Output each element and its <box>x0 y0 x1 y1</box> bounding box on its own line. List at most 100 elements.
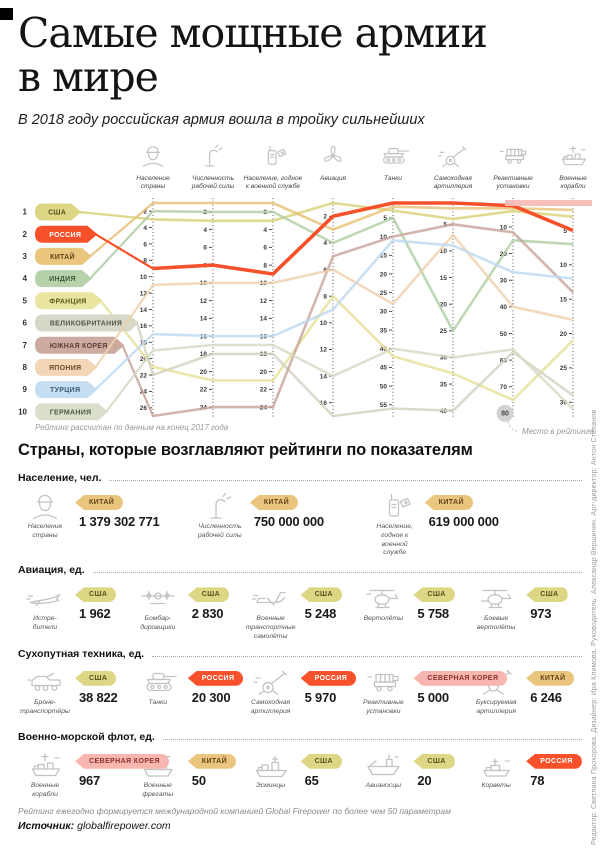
axis-tick-label: 2 <box>323 214 327 221</box>
corvette-icon <box>483 758 510 777</box>
section-heading: Авиация, ед. <box>18 564 582 576</box>
item-label: Эсминцы <box>256 781 286 789</box>
leader-item: Военные фрегаты КИТАЙ 50 <box>131 750 244 800</box>
country-line <box>152 223 574 418</box>
country-pill: СЕВЕРНАЯ КОРЕЯ <box>75 753 169 769</box>
axis-tick-label: 25 <box>440 328 448 335</box>
axis-tick-label: 6 <box>203 245 207 252</box>
country-rank-number: 7 <box>23 341 28 350</box>
section-heading: Сухопутная техника, ед. <box>18 648 582 660</box>
mlrs-icon <box>499 148 527 164</box>
country-pill: РОССИЯ <box>526 753 582 769</box>
axis-tick-label: 15 <box>440 275 448 282</box>
callout-tick-value: 80 <box>501 411 509 418</box>
item-icon-wrap: Корветы <box>469 750 523 791</box>
country-line <box>152 350 574 418</box>
country-pill-label: КИТАЙ <box>50 252 75 261</box>
axis-tick-label: 14 <box>140 307 148 314</box>
section-items: Население страны КИТАЙ 1 379 302 771 Числен… <box>18 491 582 558</box>
axis-tick-label: 22 <box>200 387 208 394</box>
country-pill: США <box>75 670 117 686</box>
leader-value: 20 300 <box>191 689 231 705</box>
item-label: Реактивные установки <box>363 698 404 715</box>
item-icon-wrap: Военные транспортные самолёты <box>244 583 298 641</box>
axis-tick-label: 6 <box>263 245 267 252</box>
column-header-6: Самоходная артиллерия <box>434 146 473 190</box>
leaders-section-2: Авиация, ед. Истре- бители США 1 962 Бомбар-… <box>18 564 582 641</box>
column-header-label: Военные корабли <box>559 175 587 190</box>
country-pill-label: ЮЖНАЯ КОРЕЯ <box>50 343 108 350</box>
country-pill: КИТАЙ <box>249 495 299 510</box>
country-pill: СЕВЕРНАЯ КОРЕЯ <box>413 670 508 686</box>
axis-tick-label: 40 <box>380 346 388 353</box>
axis-tick-label: 6 <box>143 241 147 248</box>
item-label: Военные фрегаты <box>142 781 174 798</box>
axis-tick-label: 45 <box>380 365 388 372</box>
item-label: Танки <box>148 698 168 706</box>
country-rank-number: 3 <box>23 252 28 261</box>
leader-value: 50 <box>191 772 206 788</box>
item-label: Население страны <box>27 523 63 539</box>
item-icon-wrap: Самоходная артиллерия <box>244 667 298 717</box>
item-label: Буксируемая артиллерия <box>475 698 517 715</box>
item-label: Вертолёты <box>363 615 404 623</box>
person-icon <box>32 494 58 520</box>
item-label: Самоходная артиллерия <box>250 698 291 715</box>
country-pill-7 <box>35 336 125 354</box>
country-rank-number: 8 <box>23 363 28 372</box>
country-series-1: США 1 <box>23 201 574 223</box>
dotted-leader <box>162 732 582 740</box>
leader-value: 973 <box>530 606 552 622</box>
axis-tick-label: 5 <box>383 215 387 222</box>
axis-tick-label: 8 <box>323 293 327 300</box>
leader-item: Население, годное к военной службе КИТАЙ 6… <box>368 491 582 558</box>
column-header-4: Авиация <box>319 145 347 182</box>
leader-item: Буксируемая артиллерия КИТАЙ 6 246 <box>469 667 582 717</box>
country-series-9: ТУРЦИЯ 9 <box>23 239 574 399</box>
person-icon <box>142 146 164 167</box>
leader-value: 5 758 <box>417 606 449 622</box>
axis-tick-label: 40 <box>500 304 508 311</box>
country-pill-label: ИНДИЯ <box>49 276 76 283</box>
country-pill: США <box>300 753 342 769</box>
country-pill-5 <box>35 292 103 310</box>
corner-mark <box>0 8 13 20</box>
radio-icon <box>388 493 411 517</box>
axis-tick-label: 22 <box>260 387 268 394</box>
country-rank-number: 2 <box>23 230 28 239</box>
footer: Рейтинг ежегодно формируется международн… <box>18 806 558 832</box>
axis-tick-label: 35 <box>440 381 448 388</box>
leader-item: Вертолёты США 5 758 <box>356 583 469 624</box>
country-pill: США <box>413 587 455 603</box>
axis-tick-label: 10 <box>560 262 568 269</box>
section-title: Сухопутная техника, ед. <box>18 647 145 660</box>
country-pill: США <box>187 587 230 603</box>
country-pill: КИТАЙ <box>75 495 124 510</box>
item-label: Истре- бители <box>32 615 58 632</box>
country-rank-number: 4 <box>23 274 28 283</box>
axis-tick-label: 10 <box>380 234 388 241</box>
country-pill-4 <box>35 270 92 288</box>
item-label: Военные транспортные самолёты <box>245 615 296 640</box>
country-pill-label: РОССИЯ <box>49 232 81 239</box>
axis-tick-label: 10 <box>500 224 508 231</box>
country-line <box>152 239 574 338</box>
leader-item: Танки РОССИЯ 20 300 <box>131 667 244 708</box>
column-header-3: Население, годное к военной службе <box>244 145 303 190</box>
item-label: Боевые вертолёты <box>476 615 516 632</box>
country-pill: КИТАЙ <box>424 495 473 510</box>
leader-value: 5 970 <box>304 689 337 705</box>
item-label: Военные корабли <box>30 781 60 798</box>
country-pill-label: ГЕРМАНИЯ <box>50 409 92 416</box>
axis-tick-label: 8 <box>143 258 147 265</box>
mlrs-icon <box>367 673 400 692</box>
country-pill-9 <box>35 381 98 399</box>
leader-value: 5 000 <box>417 689 449 705</box>
column-header-7: Реактивные установки <box>493 148 533 190</box>
axis-tick-label: 16 <box>320 400 328 407</box>
axis-tick-label: 8 <box>263 262 267 269</box>
leaders-section-1: Население, чел. Население страны КИТАЙ 1 37… <box>18 472 582 558</box>
section-items: Броне- транспортёры США 38 822 Танки РОССИЯ 2… <box>18 667 582 725</box>
country-pill: РОССИЯ <box>300 670 357 686</box>
